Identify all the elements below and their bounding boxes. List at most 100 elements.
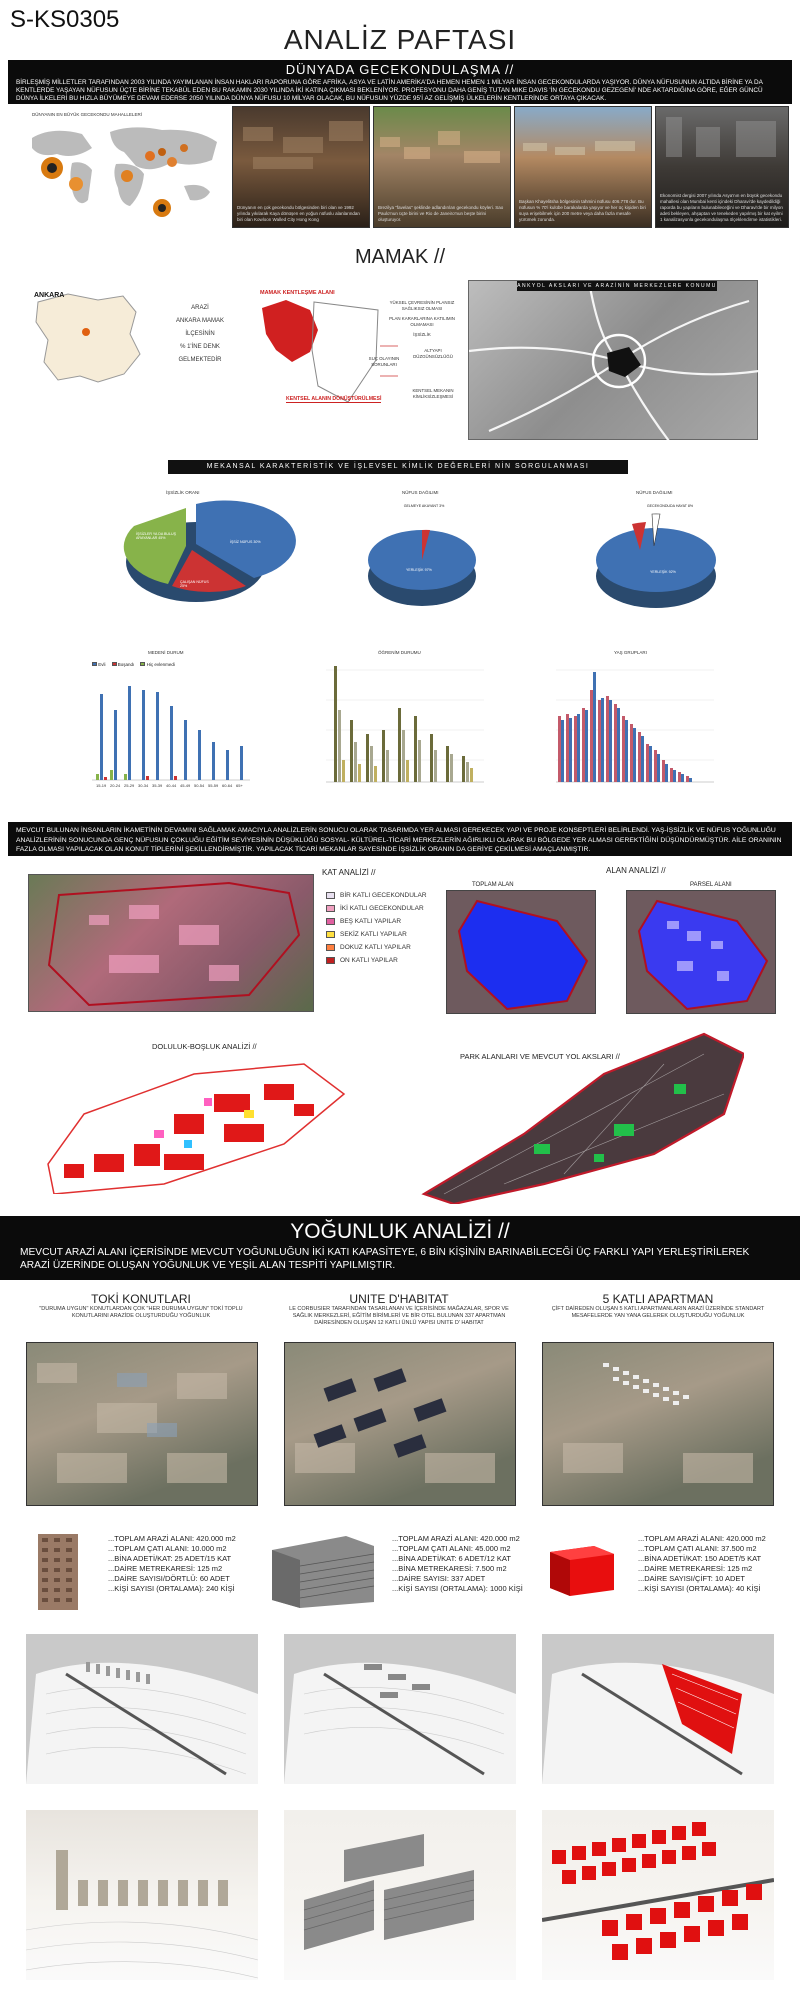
apartment-title: 5 KATLI APARTMAN (602, 1292, 714, 1306)
legend-item: DOKUZ KATLI YAPILAR (326, 944, 427, 951)
unite-column-header: UNITE D'HABITAT LE CORBUSIER TARAFINDAN … (284, 1292, 514, 1327)
density-text: MEVCUT ARAZİ ALANI İÇERİSİNDE MEVCUT YOĞ… (20, 1247, 750, 1271)
concept-bar: MEVCUT BULUNAN İNSANLARIN İKAMETİNİN DEV… (8, 822, 792, 856)
stat-line: ...TOPLAM ARAZİ ALANI: 420.000 m2 (108, 1534, 236, 1543)
pie-title: NÜFUS DAĞILIMI (402, 490, 439, 495)
bar-category-label: 30-34 (138, 783, 149, 788)
stat-line: ...DAİRE SAYISI: 337 ADET (392, 1574, 486, 1583)
bar-chart-age-graphic (556, 669, 714, 783)
mekansal-title-bar: MEKANSAL KARAKTERİSTİK VE İŞLEVSEL KİMLİ… (168, 460, 628, 474)
turkey-map: ANKARA (28, 282, 148, 392)
stat-line: ...KİŞİ SAYISI (ORTALAMA): 240 KİŞİ (108, 1584, 235, 1593)
flow-item: ALTYAPI DÜZGÜNSÜZLÜĞÜ (413, 348, 453, 359)
unite-perspective (284, 1810, 516, 1980)
park-roads-map (404, 1024, 746, 1206)
legend-item: BEŞ KATLI YAPILAR (326, 918, 427, 925)
toki-building-icon (32, 1532, 84, 1612)
bar-chart-age: YAŞ GRUPLARI (548, 650, 718, 800)
bar-chart-marital-graphic: 15-19 20-24 25-29 30-34 35-39 40-44 45-49 50-54… (92, 686, 250, 788)
pie-title: NÜFUS DAĞILIMI (636, 490, 673, 495)
legend-item: BİR KATLI GECEKONDULAR (326, 892, 427, 899)
stat-line: ...BİNA ADETİ/KAT: 150 ADET/5 KAT (638, 1554, 762, 1563)
world-intro-bar: DÜNYADA GECEKONDULAŞMA // BİRLEŞMİŞ MİLL… (8, 60, 792, 104)
photo-favelas: Brezilya "favelas" şeklinde adlandırılan… (373, 106, 511, 228)
world-map-graphic (32, 127, 217, 217)
stat-line: ...TOPLAM ARAZİ ALANI: 420.000 m2 (638, 1534, 766, 1543)
pie-title: İŞSİZLİK ORANI (166, 490, 200, 495)
total-area-map (446, 890, 596, 1014)
road-axes-map: ANKYOL AKSLARI VE ARAZİNİN MERKEZLERE KO… (468, 280, 760, 442)
toki-perspective (26, 1810, 258, 1980)
toki-title: TOKİ KONUTLARI (91, 1292, 191, 1306)
unite-aerial (284, 1342, 516, 1506)
world-map: DÜNYANIN EN BÜYÜK GECEKONDU MAHALLELERİ (12, 108, 230, 226)
stat-line: ...DAİRE SAYISI/DÖRTLÜ: 60 ADET (108, 1574, 230, 1583)
district-text-1: ARAZİ (191, 305, 209, 311)
photo-caption: Başkan Khayelitsha bölgesinin tahmini nü… (519, 199, 646, 222)
bar-category-label: 20-24 (110, 783, 121, 788)
flow-item: YÜKSEL ÇEVRESİNİN PLANSIZ SAĞLIKSIZ OLMA… (389, 300, 455, 311)
total-area-label: TOPLAM ALAN (472, 882, 514, 888)
pie-label: GECEKONDUDA HAYAT 8% (646, 504, 694, 508)
pie-chart-unemployment: İŞSİZLİK ORANI İŞSİZ NÜFUS 30% İŞSİZLER … (96, 484, 296, 614)
photo-caption: Ekonomist dergisi 2007 yılında Asya'nın … (660, 193, 783, 222)
density-bar: YOĞUNLUK ANALİZİ // MEVCUT ARAZİ ALANI İ… (0, 1216, 800, 1280)
photo-caption: Dünyanın en çok gecekondu bölgesinden bi… (237, 205, 360, 222)
bar-chart-education-graphic (326, 666, 484, 783)
stat-line: ...BİNA ADETİ/KAT: 25 ADET/15 KAT (108, 1554, 232, 1563)
bar-category-label: 50-54 (194, 783, 205, 788)
apartment-aerial (542, 1342, 774, 1506)
unite-building-icon (266, 1530, 378, 1610)
urban-renewal-label: KENTSEL ALANIN DÖNÜŞTÜRÜLMESİ (286, 396, 382, 403)
floor-legend: BİR KATLI GECEKONDULAR İKİ KATLI GECEKON… (326, 892, 427, 970)
flow-item: PLAN KARARLARINA KATILIMIN OLMAMASI (389, 316, 455, 327)
bar-chart-title: YAŞ GRUPLARI (614, 650, 647, 655)
photo-kowloon: Dünyanın en çok gecekondu bölgesinden bi… (232, 106, 370, 228)
district-text-2: ANKARA MAMAK (175, 318, 224, 324)
apartment-stats: ...TOPLAM ARAZİ ALANI: 420.000 m2 ...TOP… (638, 1534, 766, 1594)
mamak-flow-diagram: MAMAK KENTLEŞME ALANI YÜKSEL ÇEVRESİNİN … (258, 290, 458, 410)
stat-line: ...DAİRE METREKARESİ: 125 m2 (638, 1564, 753, 1573)
ankara-label: ANKARA (34, 292, 65, 299)
district-text-3: İLÇESİNİN (185, 331, 215, 337)
mamak-area-legend: MAMAK KENTLEŞME ALANI (260, 290, 335, 296)
stat-line: ...TOPLAM ÇATI ALANI: 10.000 m2 (108, 1544, 227, 1553)
district-text-4: % 1'İNE DENK (180, 344, 220, 350)
sheet-code: S-KS0305 (10, 6, 120, 33)
legend-item: SEKİZ KATLI YAPILAR (326, 931, 427, 938)
legend-divorced: Boşandı (111, 662, 134, 667)
parcel-area-map (626, 890, 776, 1014)
photo-dharavi: Ekonomist dergisi 2007 yılında Asya'nın … (655, 106, 789, 228)
photo-khayelitsha: Başkan Khayelitsha bölgesinin tahmini nü… (514, 106, 652, 228)
concept-text: MEVCUT BULUNAN İNSANLARIN İKAMETİNİN DEV… (16, 827, 782, 853)
pie-label: YERLEŞİK 92% (650, 570, 676, 574)
bar-category-label: 35-39 (152, 783, 163, 788)
stat-line: ...BİNA METREKARESİ: 7.500 m2 (392, 1564, 507, 1573)
bar-chart-marital: MEDENİ DURUM Evli Boşandı Hiç evlenmedi … (84, 650, 254, 790)
page-title: ANALİZ PAFTASI (283, 24, 517, 55)
bar-chart-title: MEDENİ DURUM (148, 650, 184, 655)
fill-void-title: DOLULUK-BOŞLUK ANALİZİ // (152, 1042, 257, 1051)
flow-item: İŞSİZLİK (413, 332, 431, 337)
toki-stats: ...TOPLAM ARAZİ ALANI: 420.000 m2 ...TOP… (108, 1534, 236, 1594)
floor-analysis-map (28, 874, 314, 1012)
flow-item: SUÇ OLAYININ SORUNLARI (368, 356, 400, 367)
pie-label: İŞSİZ NÜFUS 30% (230, 540, 261, 544)
stat-line: ...TOPLAM ÇATI ALANI: 37.500 m2 (638, 1544, 757, 1553)
unite-title: UNITE D'HABITAT (349, 1292, 449, 1306)
bar-category-label: 15-19 (96, 783, 107, 788)
pie-chart-population: NÜFUS DAĞILIMI GELMEYE AKAYANT 3% YERLEŞ… (350, 484, 500, 614)
density-title: YOĞUNLUK ANALİZİ // (290, 1220, 510, 1243)
stat-line: ...KİŞİ SAYISI (ORTALAMA): 40 KİŞİ (638, 1584, 761, 1593)
apartment-subtitle: ÇİFT DAİREDEN OLUŞAN 5 KATLI APARTMANLAR… (551, 1306, 765, 1319)
toki-aerial (26, 1342, 258, 1506)
pie-label: ÇALIŞAN NÜFUS 25% (180, 580, 209, 588)
stat-line: ...TOPLAM ARAZİ ALANI: 420.000 m2 (392, 1534, 520, 1543)
bar-category-label: 55-59 (208, 783, 219, 788)
world-map-label: DÜNYANIN EN BÜYÜK GECEKONDU MAHALLELERİ (32, 112, 142, 117)
world-text: BİRLEŞMİŞ MİLLETLER TARAFINDAN 2003 YILI… (16, 79, 763, 102)
pie-label: GELMEYE AKAYANT 3% (403, 504, 445, 508)
mamak-title: MAMAK // (354, 246, 445, 268)
bar-category-label: 25-29 (124, 783, 135, 788)
apartment-column-header: 5 KATLI APARTMAN ÇİFT DAİREDEN OLUŞAN 5 … (542, 1292, 774, 1320)
